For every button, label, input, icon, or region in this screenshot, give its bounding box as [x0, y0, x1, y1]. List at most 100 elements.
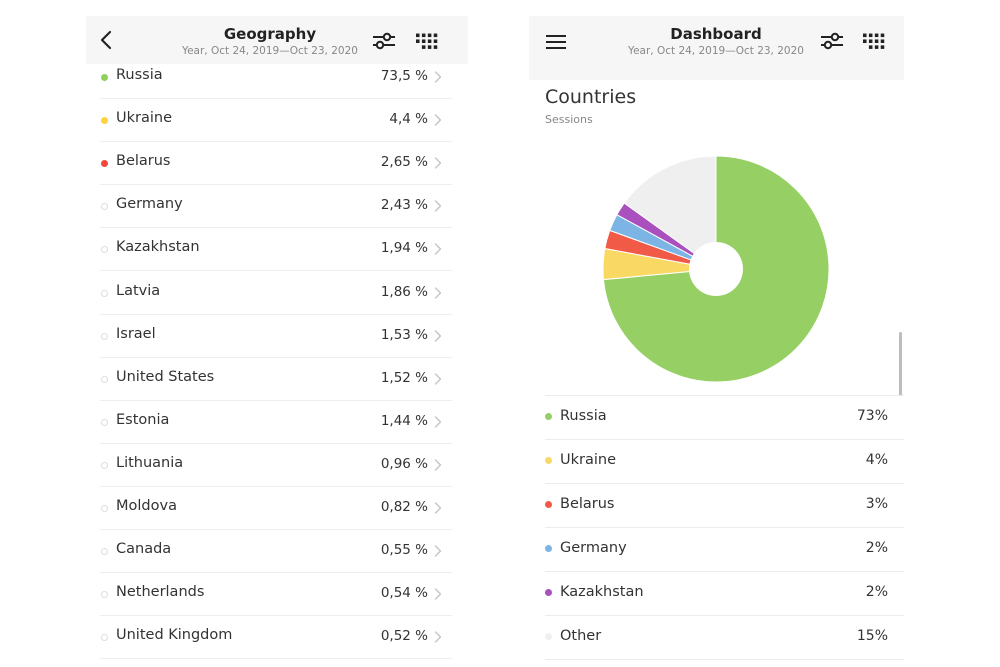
- country-name: Netherlands: [116, 584, 205, 601]
- country-name: Israel: [116, 325, 156, 342]
- date-range: Year, Oct 24, 2019—Oct 23, 2020: [182, 45, 358, 57]
- legend-value: 3%: [865, 496, 888, 512]
- country-name: Belarus: [116, 153, 171, 170]
- legend-row[interactable]: Other 15%: [545, 615, 904, 659]
- legend-row[interactable]: Kazakhstan 2%: [545, 571, 904, 615]
- countries-pie-chart[interactable]: [601, 154, 831, 384]
- widget-title: Countries: [545, 86, 637, 108]
- list-item[interactable]: Germany 2,43 %: [86, 185, 452, 229]
- dot-grid-icon[interactable]: [863, 33, 889, 53]
- row-divider: [100, 227, 452, 229]
- legend-row[interactable]: Ukraine 4%: [545, 439, 904, 483]
- pie-slice-other[interactable]: [623, 155, 717, 270]
- country-name: United Kingdom: [116, 627, 233, 644]
- scrollbar[interactable]: [899, 332, 902, 396]
- country-name: Russia: [116, 67, 163, 83]
- legend-dot: [101, 461, 108, 469]
- country-name: Estonia: [116, 411, 170, 428]
- row-divider: [100, 615, 452, 617]
- list-item[interactable]: Canada 0,55 %: [86, 530, 452, 574]
- legend-value: 4%: [865, 452, 888, 468]
- chevron-left-icon[interactable]: [96, 29, 118, 51]
- legend-dot: [101, 375, 108, 383]
- legend-dot: [101, 289, 108, 297]
- country-share: 1,94 %: [380, 240, 428, 257]
- list-item[interactable]: United States 1,52 %: [86, 358, 452, 401]
- chevron-right-icon: [434, 588, 442, 600]
- legend-dot: [101, 548, 108, 556]
- legend-dot: [545, 633, 552, 640]
- sliders-icon[interactable]: [819, 31, 845, 51]
- row-divider: [100, 529, 452, 530]
- legend-dot: [545, 457, 552, 464]
- list-item[interactable]: Israel 1,53 %: [86, 315, 452, 358]
- chevron-right-icon: [434, 243, 442, 256]
- dot-grid-icon[interactable]: [416, 33, 442, 53]
- legend-dot: [101, 117, 108, 125]
- list-item[interactable]: Netherlands 0,54 %: [86, 573, 452, 617]
- chevron-right-icon: [434, 502, 442, 514]
- row-divider: [100, 485, 452, 487]
- row-divider: [100, 270, 452, 272]
- chevron-right-icon: [434, 71, 442, 83]
- country-name: Germany: [116, 196, 183, 213]
- chevron-right-icon: [434, 157, 442, 169]
- country-name: Latvia: [116, 282, 161, 299]
- list-item[interactable]: Kazakhstan 1,94 %: [86, 228, 452, 272]
- list-item[interactable]: Lithuania 0,96 %: [86, 444, 452, 487]
- country-name: Ukraine: [116, 110, 172, 127]
- country-share: 0,52 %: [380, 628, 428, 645]
- country-share: 0,55 %: [380, 542, 428, 559]
- sliders-icon[interactable]: [371, 31, 397, 51]
- country-share: 0,96 %: [380, 455, 428, 472]
- legend-dot: [545, 589, 552, 596]
- chevron-right-icon: [434, 200, 442, 212]
- list-item[interactable]: Moldova 0,82 %: [86, 487, 452, 530]
- geography-screen: Geography Year, Oct 24, 2019—Oct 23, 202…: [86, 16, 468, 667]
- hamburger-menu-icon[interactable]: [546, 34, 566, 50]
- chevron-right-icon: [434, 114, 442, 126]
- legend-dot: [545, 545, 552, 552]
- row-divider: [545, 615, 904, 616]
- legend-dot: [101, 634, 108, 642]
- legend-row[interactable]: Belarus 3%: [545, 483, 904, 527]
- legend-row[interactable]: Germany 2%: [545, 527, 904, 571]
- list-item[interactable]: Russia 73,5 %: [86, 56, 452, 99]
- list-item[interactable]: Ukraine 4,4 %: [86, 99, 452, 143]
- country-share: 0,82 %: [380, 499, 428, 515]
- row-divider: [100, 399, 452, 401]
- row-divider: [545, 395, 904, 396]
- country-share: 2,65 %: [380, 154, 428, 171]
- country-name: Canada: [116, 541, 172, 558]
- row-divider: [100, 658, 452, 660]
- legend-label: Ukraine: [560, 452, 616, 468]
- legend-value: 2%: [865, 540, 888, 556]
- geography-header: Geography Year, Oct 24, 2019—Oct 23, 202…: [86, 16, 468, 64]
- country-name: United States: [116, 368, 215, 385]
- divider: [545, 659, 904, 660]
- country-share: 1,44 %: [380, 412, 428, 429]
- row-divider: [100, 98, 452, 99]
- legend-row[interactable]: Russia 73%: [545, 395, 904, 439]
- row-divider: [100, 572, 452, 574]
- list-item[interactable]: Latvia 1,86 %: [86, 272, 452, 315]
- row-divider: [100, 141, 452, 143]
- country-share: 1,53 %: [380, 326, 428, 343]
- country-share: 1,52 %: [380, 369, 428, 386]
- dashboard-header: Dashboard Year, Oct 24, 2019—Oct 23, 202…: [529, 16, 904, 80]
- country-name: Moldova: [116, 498, 177, 514]
- legend-value: 73%: [856, 408, 888, 424]
- list-item[interactable]: Estonia 1,44 %: [86, 401, 452, 444]
- list-item[interactable]: Belarus 2,65 %: [86, 142, 452, 186]
- legend-value: 2%: [865, 584, 888, 600]
- date-range: Year, Oct 24, 2019—Oct 23, 2020: [628, 45, 804, 57]
- page-title: Geography: [223, 25, 317, 43]
- legend-dot: [545, 501, 552, 508]
- list-item[interactable]: United Kingdom 0,52 %: [86, 616, 452, 660]
- widget-subtitle: Sessions: [545, 113, 593, 126]
- legend-label: Russia: [560, 408, 607, 424]
- legend-dot: [101, 203, 108, 211]
- legend-dot: [101, 418, 108, 426]
- legend-dot: [101, 246, 108, 254]
- legend-value: 15%: [856, 628, 888, 644]
